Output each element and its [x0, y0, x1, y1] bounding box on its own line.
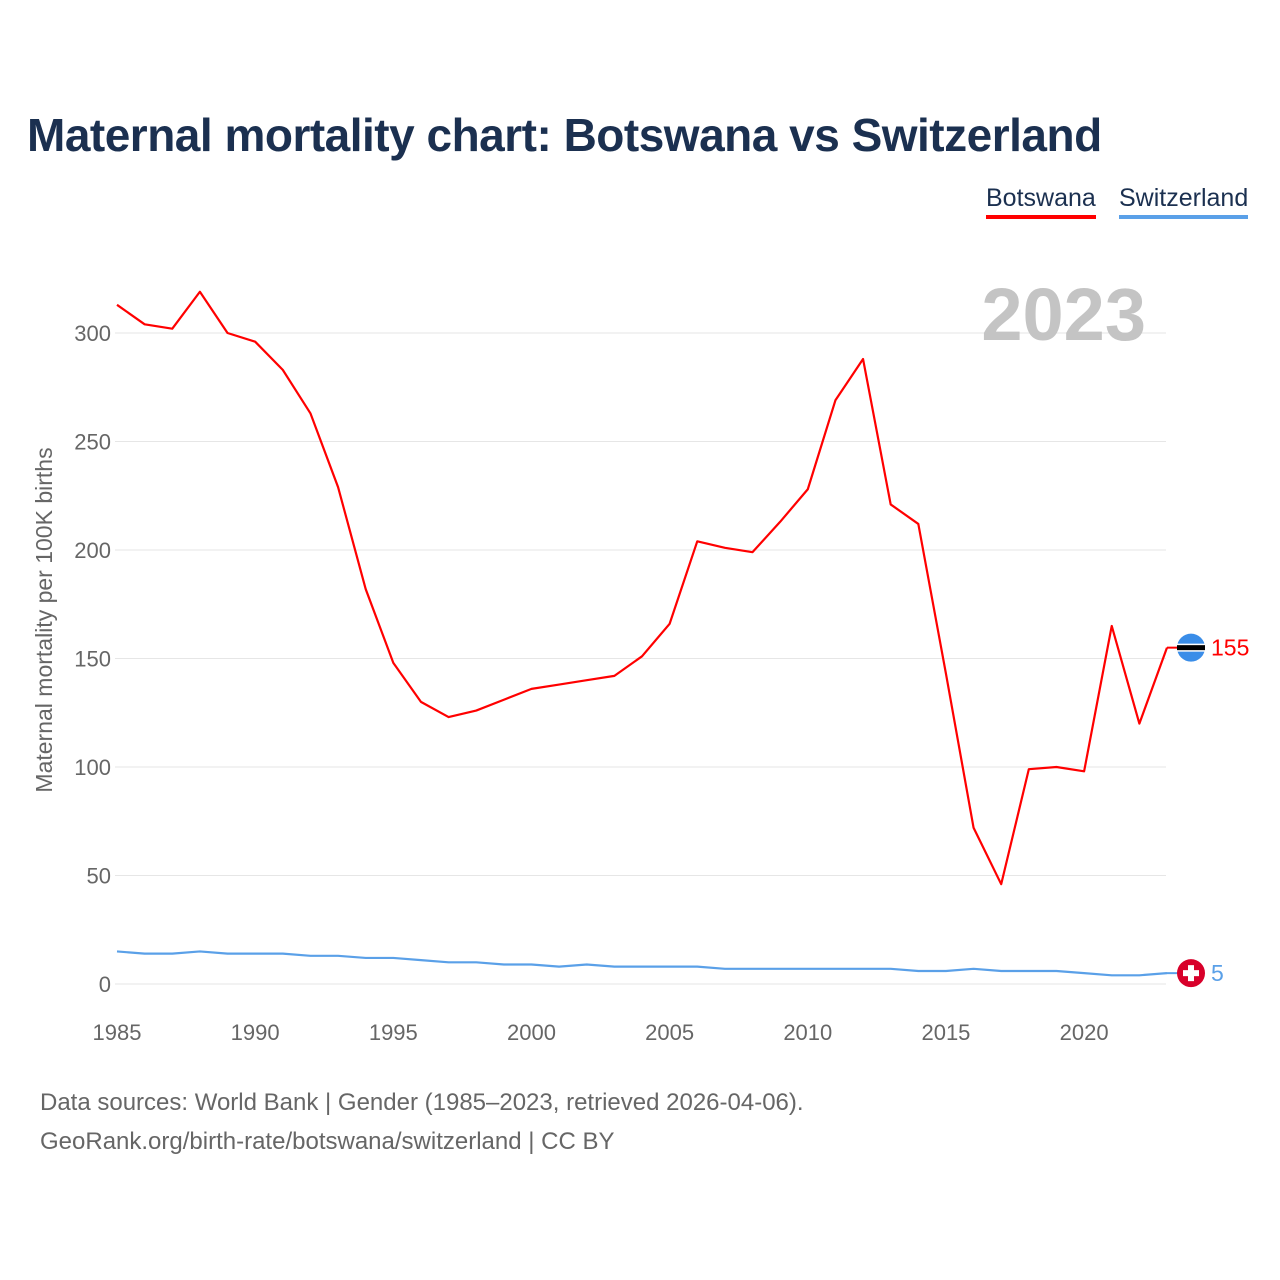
y-tick-label: 250	[74, 430, 111, 455]
footer-sources: Data sources: World Bank | Gender (1985–…	[40, 1089, 804, 1116]
y-tick-label: 200	[74, 538, 111, 563]
y-tick-label: 300	[74, 321, 111, 346]
series-line-switzerland	[116, 950, 1168, 977]
end-value-label: 5	[1211, 960, 1224, 986]
y-tick-label: 100	[74, 755, 111, 780]
x-tick-label: 2015	[921, 1020, 970, 1045]
x-tick-label: 2005	[645, 1020, 694, 1045]
x-tick-label: 1995	[369, 1020, 418, 1045]
year-label: 2023	[981, 273, 1146, 356]
legend-switzerland[interactable]: Switzerland	[1119, 184, 1249, 219]
x-tick-label: 1985	[93, 1020, 142, 1045]
flag-cross	[1183, 970, 1199, 977]
x-tick-label: 2010	[783, 1020, 832, 1045]
y-axis-label: Maternal mortality per 100K births	[31, 447, 57, 792]
y-tick-label: 0	[99, 972, 111, 997]
y-tick-label: 50	[87, 864, 111, 889]
footer-url[interactable]: GeoRank.org/birth-rate/botswana/switzerl…	[40, 1128, 615, 1155]
end-value-label: 155	[1211, 635, 1249, 661]
flag-stripe	[1177, 645, 1205, 651]
series-line-botswana	[116, 290, 1169, 886]
x-tick-label: 2000	[507, 1020, 556, 1045]
x-tick-label: 2020	[1060, 1020, 1109, 1045]
chart-title: Maternal mortality chart: Botswana vs Sw…	[27, 109, 1102, 161]
x-tick-label: 1990	[231, 1020, 280, 1045]
y-tick-label: 150	[74, 647, 111, 672]
legend-botswana[interactable]: Botswana	[986, 184, 1096, 219]
